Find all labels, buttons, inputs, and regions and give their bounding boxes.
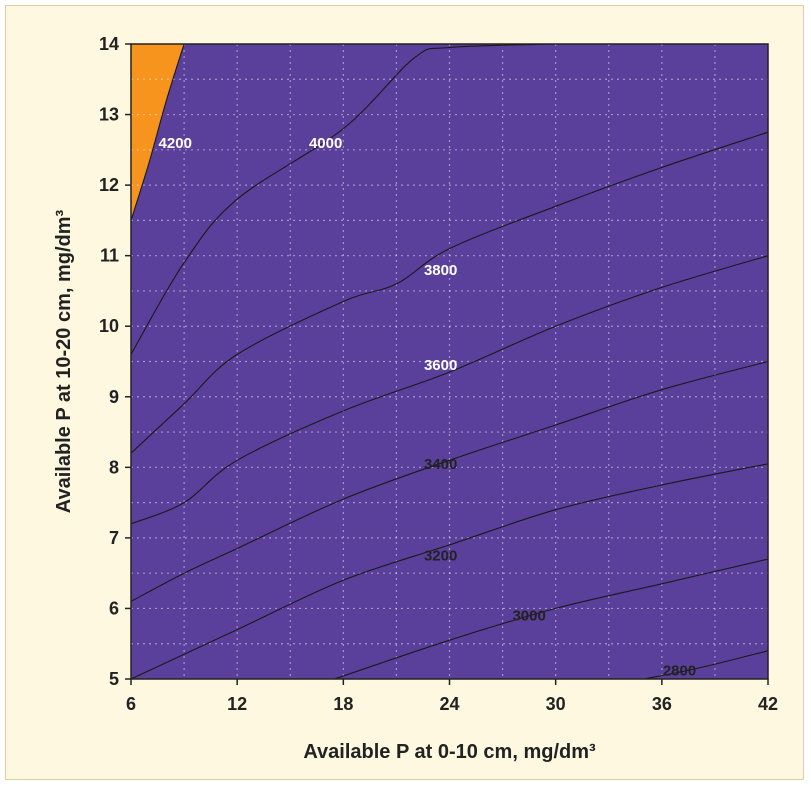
y-tick-label: 11: [100, 246, 119, 266]
x-tick-label: 18: [333, 694, 353, 714]
x-axis-ticks: 6 12 18 24 30 36 42: [126, 679, 778, 714]
contour-line-3600: [130, 255, 769, 525]
y-tick-label: 10: [99, 316, 119, 336]
contour-label-3200: 3200: [424, 548, 457, 565]
contour-line-2800: [643, 650, 769, 680]
y-tick-label: 7: [109, 528, 119, 548]
y-tick-label: 9: [109, 387, 119, 407]
contour-line-3400: [130, 360, 769, 602]
x-tick-label: 6: [126, 694, 136, 714]
x-axis-title: Available P at 0-10 cm, mg/dm³: [303, 741, 596, 763]
contour-fills: [131, 44, 768, 679]
grid-lines: [131, 44, 768, 679]
contour-line-4000: [130, 43, 556, 355]
y-tick-label: 8: [109, 457, 119, 477]
y-tick-label: 12: [99, 175, 119, 195]
contour-lines: [130, 43, 769, 680]
contour-label-2800: 2800: [663, 663, 696, 680]
x-tick-label: 24: [439, 694, 459, 714]
contour-line-3200: [130, 463, 769, 680]
contour-label-4200: 4200: [159, 135, 192, 152]
x-tick-label: 30: [546, 694, 566, 714]
contour-label-4000: 4000: [309, 135, 342, 152]
y-axis-ticks: 5 6 7 8 9 10 11 12 13 14: [99, 34, 131, 689]
y-tick-label: 5: [109, 669, 119, 689]
contour-label-3400: 3400: [424, 456, 457, 473]
y-tick-label: 6: [109, 598, 119, 618]
contour-label-3000: 3000: [512, 608, 545, 625]
contour-line-3800: [130, 131, 769, 454]
contour-line-3000: [334, 558, 769, 680]
contour-label-3800: 3800: [424, 262, 457, 279]
x-tick-label: 12: [227, 694, 247, 714]
contour-label-3600: 3600: [424, 357, 457, 374]
y-axis-title: Available P at 10-20 cm, mg/dm³: [53, 209, 75, 513]
x-tick-label: 42: [758, 694, 778, 714]
y-tick-label: 14: [99, 34, 119, 54]
x-tick-label: 36: [652, 694, 672, 714]
region-above-4200: [131, 44, 768, 679]
y-tick-label: 13: [99, 105, 119, 125]
contour-labels: 2800 3000 3200 3400 3600 3800 4000 4200: [159, 135, 697, 680]
contour-line-4200: [130, 43, 185, 221]
